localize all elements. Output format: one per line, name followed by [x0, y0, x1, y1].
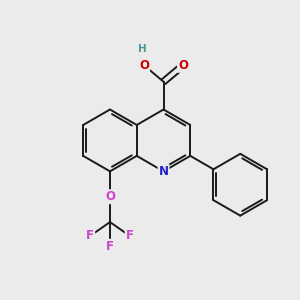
Text: O: O: [105, 190, 115, 203]
Text: O: O: [139, 59, 149, 72]
Text: F: F: [106, 240, 114, 253]
Text: H: H: [138, 44, 146, 53]
Text: O: O: [178, 59, 188, 72]
Text: N: N: [158, 165, 169, 178]
Text: F: F: [86, 230, 94, 242]
Text: F: F: [126, 230, 134, 242]
